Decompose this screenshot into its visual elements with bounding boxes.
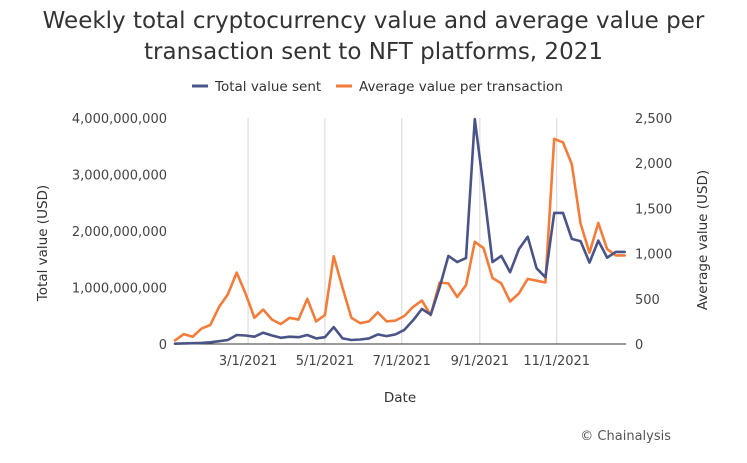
right-tick-label: 500 [635, 293, 660, 308]
chart-title: Weekly total cryptocurrency value and av… [0, 6, 747, 68]
legend: Total value sent Average value per trans… [192, 79, 563, 95]
left-tick-label: 4,000,000,000 [72, 112, 167, 127]
left-tick-label: 1,000,000,000 [72, 282, 167, 297]
series-lines [173, 117, 627, 346]
x-axis-ticks: 3/1/2021 5/1/2021 7/1/2021 9/1/2021 11/1/202… [219, 354, 590, 369]
gridlines [247, 118, 558, 344]
y-axis-right-title: Average value (USD) [695, 170, 711, 310]
x-tick-label: 3/1/2021 [219, 354, 277, 369]
x-axis-title: Date [384, 390, 416, 406]
legend-label-average-value: Average value per transaction [359, 79, 563, 95]
series-line-average-value [173, 137, 627, 342]
right-axis-ticks: 0 500 1,000 1,500 2,000 2,500 [635, 112, 672, 353]
chart-title-line-2: transaction sent to NFT platforms, 2021 [144, 39, 603, 65]
legend-label-total-value: Total value sent [214, 79, 321, 95]
y-axis-left-title: Total value (USD) [35, 185, 51, 302]
left-tick-label: 0 [159, 338, 167, 353]
chart-title-line-1: Weekly total cryptocurrency value and av… [42, 8, 705, 34]
right-tick-label: 1,500 [635, 202, 672, 217]
left-axis-ticks: 0 1,000,000,000 2,000,000,000 3,000,000,000… [72, 112, 167, 353]
x-tick-label: 7/1/2021 [373, 354, 431, 369]
x-tick-label: 5/1/2021 [296, 354, 354, 369]
credit-text: © Chainalysis [580, 429, 671, 444]
x-tick-label: 9/1/2021 [451, 354, 509, 369]
right-tick-label: 1,000 [635, 248, 672, 263]
left-tick-label: 3,000,000,000 [72, 169, 167, 184]
right-tick-label: 0 [635, 338, 643, 353]
right-tick-label: 2,000 [635, 157, 672, 172]
right-tick-label: 2,500 [635, 112, 672, 127]
x-tick-label: 11/1/2021 [523, 354, 590, 369]
left-tick-label: 2,000,000,000 [72, 225, 167, 240]
series-line-total-value [173, 117, 627, 346]
